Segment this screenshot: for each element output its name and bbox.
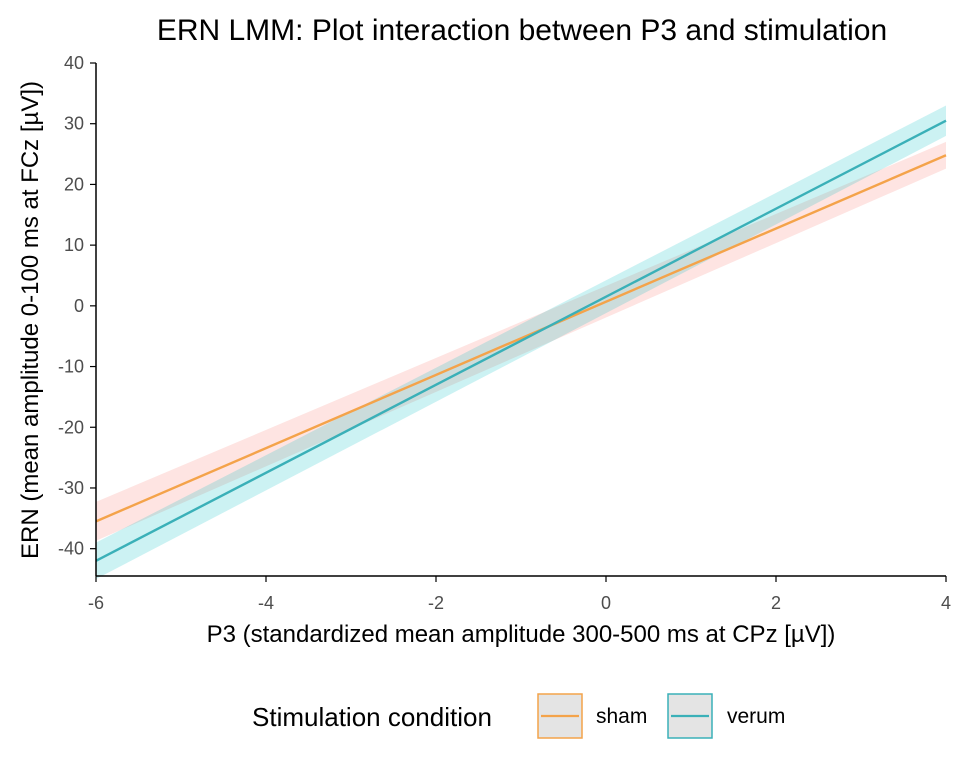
y-tick-label: 30 [64,114,84,134]
confidence-ribbons [96,105,946,580]
legend-item-verum: verum [667,693,785,739]
y-tick-label: -30 [58,478,84,498]
x-axis-ticks: -6 -4 -2 0 2 4 [88,576,951,613]
legend: Stimulation condition sham verum [252,693,785,739]
series-lines [95,119,947,562]
y-tick-label: 0 [74,296,84,316]
x-axis-label: P3 (standardized mean amplitude 300-500 … [207,621,836,648]
y-tick-label: 20 [64,174,84,194]
legend-label-sham: sham [596,705,647,728]
y-axis-ticks: -40 -30 -20 -10 0 10 20 30 40 [58,53,96,559]
plot-area [95,105,947,580]
x-tick-label: -4 [258,593,274,613]
x-tick-label: 4 [941,593,951,613]
y-tick-label: 10 [64,235,84,255]
x-tick-label: 0 [601,593,611,613]
ribbon-verum [96,105,946,580]
series-line-sham [95,154,947,523]
y-tick-label: -40 [58,539,84,559]
series-line-verum [95,119,947,562]
chart-title: ERN LMM: Plot interaction between P3 and… [157,14,887,47]
legend-item-sham: sham [537,693,647,739]
y-tick-label: -20 [58,417,84,437]
x-tick-label: -2 [428,593,444,613]
y-axis-label: ERN (mean amplitude 0-100 ms at FCz [µV]… [17,81,44,559]
x-tick-label: 2 [771,593,781,613]
x-tick-label: -6 [88,593,104,613]
legend-label-verum: verum [727,705,785,728]
y-tick-label: -10 [58,357,84,377]
legend-title: Stimulation condition [252,702,492,732]
y-tick-label: 40 [64,53,84,73]
